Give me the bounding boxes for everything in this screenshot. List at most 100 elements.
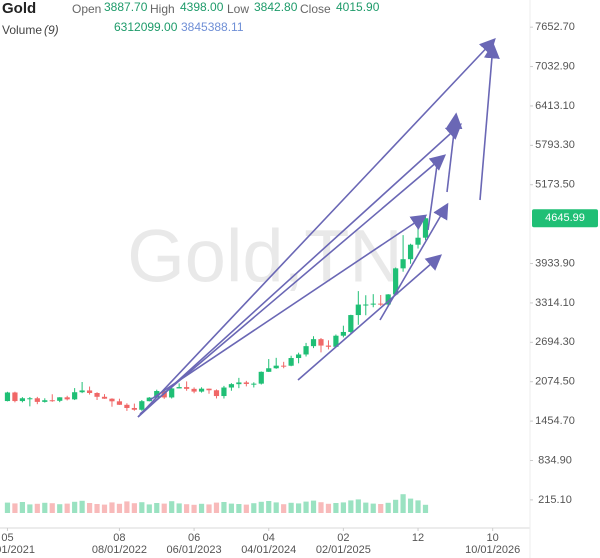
candle-body [116,401,123,405]
candle-body [236,382,242,385]
candle-body [228,384,235,388]
trend-arrow [297,254,443,381]
volume-bar [184,504,190,513]
candle-body [348,315,354,332]
candle-body [363,304,369,306]
candle-body [221,387,227,397]
volume-bar [146,504,152,513]
candle-body [198,388,205,392]
candle-body [64,397,70,400]
volume-ma-value: 3845388.11 [181,20,244,34]
volume-bar [176,503,182,513]
volume-bar [363,502,369,513]
candle-body [213,390,220,397]
volume-bar [393,499,399,513]
volume-bar [295,503,302,513]
candle-body [415,237,421,245]
volume-bar [86,503,93,513]
volume-bar [27,504,33,513]
x-date-label: 04/01/2024 [241,544,296,556]
candle-body [318,339,324,346]
volume-bar [288,502,294,513]
trend-arrow [446,112,463,193]
volume-bar [116,503,123,513]
candle-body [184,387,190,389]
candle-body [273,365,279,369]
volume-bar [273,502,279,513]
candle-body [191,388,197,392]
high-label: High [150,2,175,16]
volume-bar [415,500,421,513]
volume-label: Volume [2,23,42,37]
candle-body [355,304,361,316]
trend-arrow [379,202,449,321]
volume-bar [198,503,205,513]
y-tick-label: 2694.30 [535,336,575,348]
open-value: 3887.70 [104,0,148,14]
volume-bar [49,503,55,513]
price-marker-label: 4645.99 [545,212,585,224]
candle-body [19,398,25,402]
candle-body [281,365,287,367]
plot-area [4,216,429,513]
candle-body [378,303,384,305]
candle-body [400,259,406,269]
low-value: 3842.80 [254,0,298,14]
volume-bar [57,504,63,513]
price-marker [532,209,598,228]
volume-bar [34,503,40,513]
volume-bar [213,502,220,513]
candle-body [27,398,33,400]
x-tick-label: 04 [263,532,275,544]
volume-value: 6312099.00 [114,20,178,34]
volume-bar [258,501,264,513]
x-date-label: 08/01/2022 [92,544,147,556]
volume-bar [124,501,130,513]
candle-body [206,388,212,391]
x-date-label: 10/01/2026 [465,544,520,556]
volume-bar [206,504,212,513]
candle-body [393,268,399,295]
volume-bar [101,504,108,513]
volume-bar [221,502,227,513]
candle-body [42,400,48,402]
y-tick-label: 834.90 [538,454,572,466]
candle-body [385,294,391,305]
volume-bar [42,502,48,513]
watermark: Gold,TN [127,215,403,298]
volume-bar [236,504,242,513]
candle-body [310,339,317,347]
header: Gold Open 3887.70 High 4398.00 Low 3842.… [2,0,380,37]
close-value: 4015.90 [336,0,380,14]
symbol-title: Gold [2,0,36,17]
candle-body [101,396,108,399]
volume-bar [378,504,384,513]
candle-body [295,354,302,359]
candle-body [86,390,93,393]
x-date-label: 02/01/2025 [316,544,371,556]
candle-body [79,390,85,393]
trend-arrow [139,154,447,415]
volume-bar [325,503,332,513]
candle-body [124,404,130,408]
volume-bar [310,500,317,513]
y-tick-label: 3933.90 [535,257,575,269]
volume-bar [251,503,257,513]
y-tick-label: 7032.90 [535,60,575,72]
candle-body [266,368,272,372]
volume-bar [169,501,175,513]
x-tick-label: 10 [487,532,499,544]
x-tick-label: 12 [412,532,424,544]
candle-body [109,398,115,402]
x-date-label: 06/01/2023 [167,544,222,556]
x-tick-label: 08 [113,532,125,544]
volume-bar [131,503,137,513]
y-tick-label: 215.10 [538,494,572,506]
candle-body [57,397,63,401]
volume-bar [385,502,391,513]
candle-body [12,392,18,402]
volume-bar [109,502,115,513]
background-layer: Gold,TN [127,215,403,298]
candle-body [288,358,294,366]
volume-bar [228,503,235,513]
